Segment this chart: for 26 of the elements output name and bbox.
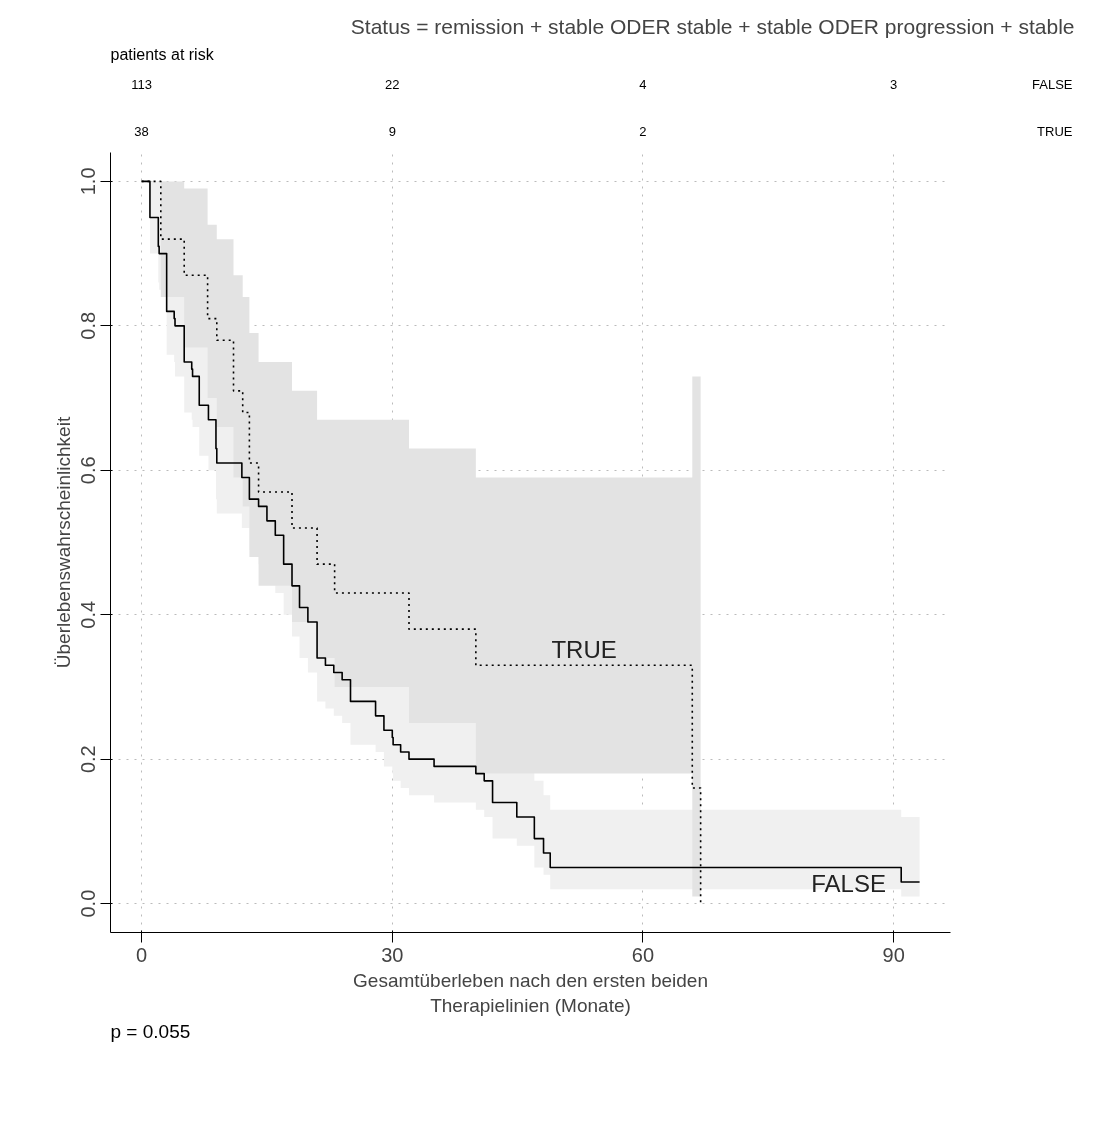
x-tick-label: 60 — [631, 943, 655, 966]
y-tick-label: 0.2 — [77, 745, 100, 774]
text: FALSE — [1032, 77, 1073, 92]
text: 4 — [639, 77, 647, 92]
y-axis-title: Überlebenswahrscheinlichkeit — [52, 416, 74, 669]
text: 22 — [385, 77, 400, 92]
y-tick-label: 0.8 — [77, 311, 100, 340]
text: TRUE — [1037, 124, 1073, 140]
series-label: TRUE — [551, 636, 617, 664]
y-tick-label: 0.4 — [77, 600, 100, 629]
x-tick-label: 30 — [381, 943, 404, 966]
x-tick-label: 0 — [136, 943, 148, 966]
text: 3 — [890, 77, 898, 92]
text: 9 — [388, 124, 396, 140]
text: p = 0.055 — [110, 1021, 191, 1042]
text: patients at risk — [110, 45, 215, 63]
x-tick-label: 90 — [882, 943, 905, 966]
y-tick-label: 0.0 — [77, 889, 100, 918]
y-tick-label: 0.6 — [77, 456, 100, 485]
y-tick-label: 1.0 — [77, 167, 100, 196]
text: 38 — [134, 124, 149, 140]
text: 113 — [131, 77, 152, 92]
x-axis-title: Gesamtüberleben nach den ersten beiden Therapielinien (Monate) — [353, 969, 708, 1016]
chart-title: Status = remission + stable ODER stable + stable ODER progression + stable — [350, 14, 1075, 38]
text: 2 — [639, 124, 647, 140]
series-label: FALSE — [811, 869, 886, 897]
